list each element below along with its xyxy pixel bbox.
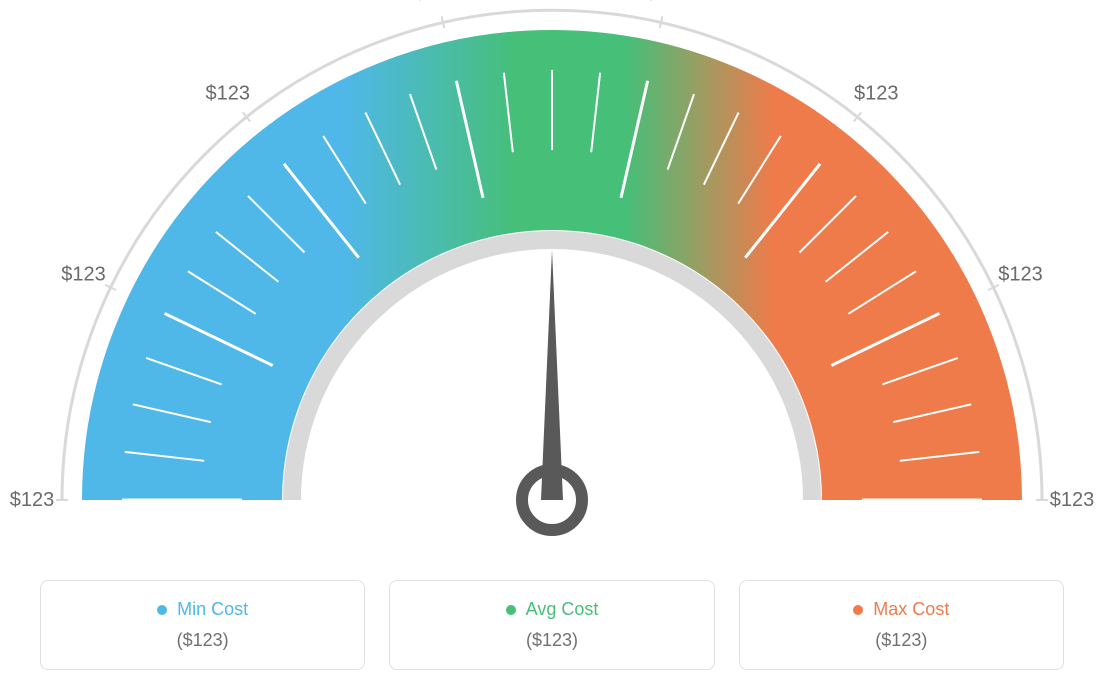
dot-icon	[853, 605, 863, 615]
legend-min-value: ($123)	[51, 630, 354, 651]
legend-max-card: Max Cost ($123)	[739, 580, 1064, 670]
gauge-chart: $123 $123 $123 $123 $123 $123 $123 $123	[0, 0, 1104, 560]
legend-min-title: Min Cost	[177, 599, 248, 620]
svg-text:$123: $123	[414, 0, 459, 4]
legend-avg-title: Avg Cost	[526, 599, 599, 620]
svg-text:$123: $123	[10, 489, 55, 511]
legend-avg-value: ($123)	[400, 630, 703, 651]
legend-max-title-row: Max Cost	[853, 599, 949, 620]
cost-gauge-container: $123 $123 $123 $123 $123 $123 $123 $123 Min Cos…	[0, 0, 1104, 690]
legend-avg-card: Avg Cost ($123)	[389, 580, 714, 670]
dot-icon	[157, 605, 167, 615]
svg-text:$123: $123	[645, 0, 690, 4]
legend-row: Min Cost ($123) Avg Cost ($123) Max Cost…	[0, 580, 1104, 670]
svg-text:$123: $123	[206, 82, 251, 104]
legend-max-value: ($123)	[750, 630, 1053, 651]
svg-text:$123: $123	[1050, 489, 1095, 511]
svg-text:$123: $123	[854, 82, 899, 104]
svg-text:$123: $123	[61, 263, 106, 285]
legend-min-card: Min Cost ($123)	[40, 580, 365, 670]
legend-avg-title-row: Avg Cost	[506, 599, 599, 620]
dot-icon	[506, 605, 516, 615]
legend-max-title: Max Cost	[873, 599, 949, 620]
svg-text:$123: $123	[998, 263, 1043, 285]
legend-min-title-row: Min Cost	[157, 599, 248, 620]
